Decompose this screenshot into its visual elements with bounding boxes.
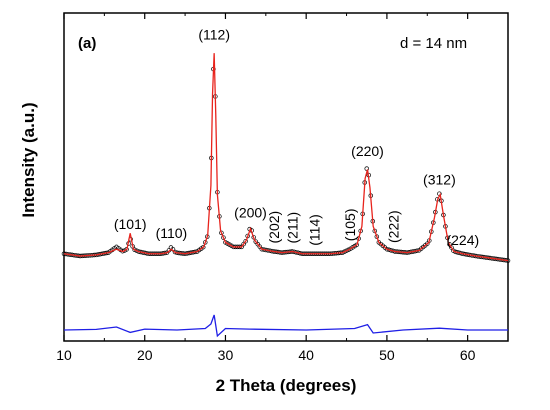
size-annotation: d = 14 nm [400,35,467,52]
peak-label: (312) [423,172,456,188]
peak-label: (110) [156,225,188,241]
calculated-series-line [63,53,509,262]
observed-point [134,248,139,253]
peak-label: (224) [446,232,479,248]
peak-label: (114) [306,214,322,246]
panel-label: (a) [78,35,96,52]
difference-series-line [63,314,508,338]
observed-point [201,244,206,250]
observed-point [221,235,226,240]
x-tick-label: 30 [218,347,234,363]
observed-point [449,245,454,250]
observed-point [219,230,224,236]
observed-point [425,241,430,246]
peak-label: (200) [234,204,267,220]
peak-label: (220) [351,143,384,159]
observed-point [172,249,178,255]
plot-frame [63,12,509,342]
x-tick-label: 50 [379,347,395,363]
x-tick-label: 20 [137,347,153,363]
peak-label: (211) [285,212,301,244]
x-axis-title: 2 Theta (degrees) [216,376,357,395]
x-tick-label: 10 [56,347,72,363]
peak-label: (202) [266,211,282,244]
y-axis-title: Intensity (a.u.) [19,102,38,217]
x-tick-label: 60 [460,347,476,363]
observed-point [447,242,452,247]
peak-label: (222) [385,210,401,243]
observed-point [243,238,248,244]
peak-label: (105) [342,209,358,242]
observed-point [124,247,129,252]
peak-label: (112) [198,27,230,43]
peak-label: (101) [114,216,147,232]
observed-point [354,242,359,248]
x-tick-label: 40 [298,347,314,363]
